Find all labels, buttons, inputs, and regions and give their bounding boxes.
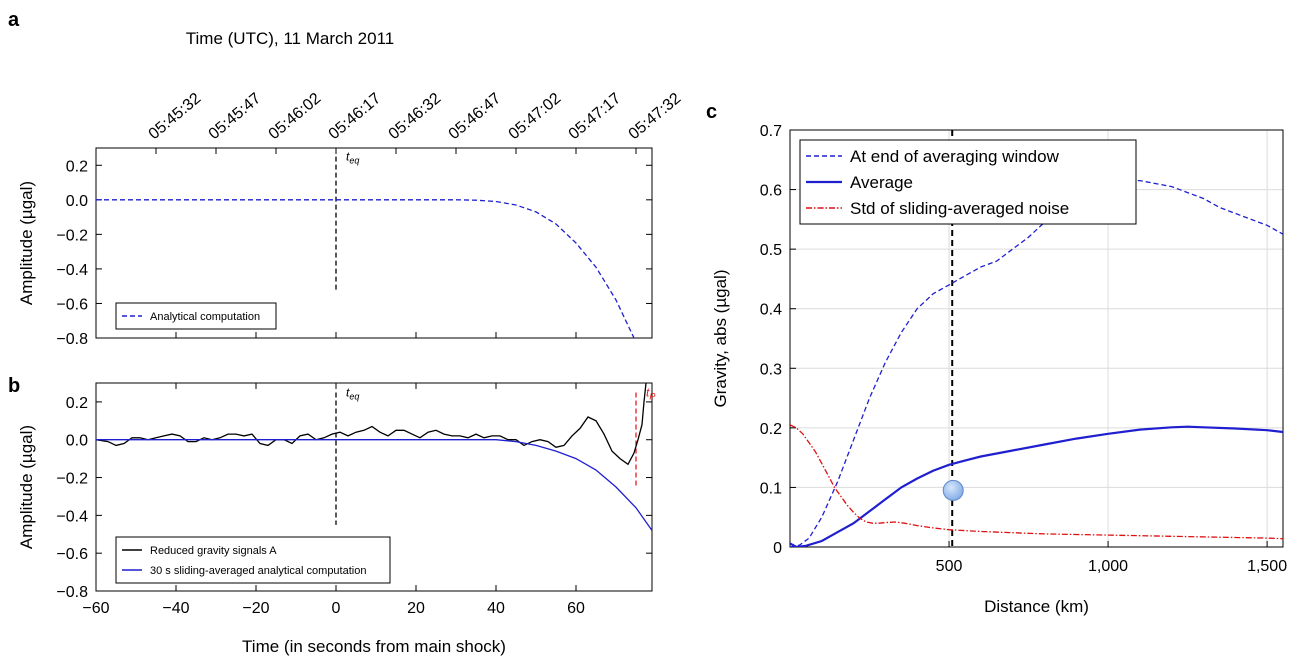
y-tick-label: 0.2 (66, 158, 88, 175)
y-tick-label: −0.8 (56, 331, 88, 348)
top-tick-label: 05:45:47 (206, 90, 265, 143)
y-axis-label-a: Amplitude (µgal) (17, 181, 36, 305)
y-tick-label: 0.0 (66, 193, 88, 210)
y-axis-label-c: Gravity, abs (µgal) (711, 270, 730, 408)
y-tick-label: −0.4 (56, 508, 88, 525)
y-tick-label: −0.2 (56, 471, 88, 488)
series-line-1 (96, 439, 652, 531)
y-tick-label: 0.3 (760, 361, 782, 378)
y-tick-label: 0.2 (760, 421, 782, 438)
event-marker-label-1: tP (646, 385, 655, 401)
top-tick-label: 05:47:32 (626, 90, 685, 143)
legend-box (115, 302, 277, 330)
y-tick-label: 0.1 (760, 480, 782, 497)
chart-c: 0 0.1 0.2 0.3 0.4 0.5 0.6 0.7 500 1,000 1,500 Gravi… (711, 123, 1287, 616)
x-tick-label: −60 (82, 600, 109, 617)
y-tick-label: −0.4 (56, 262, 88, 279)
panel-label-a: a (8, 9, 20, 31)
data-point (942, 479, 964, 501)
x-tick-label: 1,500 (1247, 558, 1287, 575)
legend-label: Average (850, 173, 913, 192)
y-tick-label: 0.5 (760, 242, 782, 259)
plot-frame-b (95, 382, 653, 592)
y-tick-label: 0.7 (760, 123, 782, 140)
legend-label: 30 s sliding-averaged analytical computa… (150, 565, 366, 577)
x-tick-label: 40 (487, 600, 505, 617)
top-axis-title: Time (UTC), 11 March 2011 (186, 29, 394, 48)
top-tick-label: 05:47:02 (506, 90, 565, 143)
plot-frame-c (789, 129, 1284, 548)
y-tick-label: 0 (773, 540, 782, 557)
x-tick-label: 1,000 (1088, 558, 1128, 575)
x-tick-label: 60 (567, 600, 585, 617)
y-tick-label: −0.8 (56, 584, 88, 601)
x-tick-label: 500 (936, 558, 963, 575)
series-line-0 (96, 199, 635, 338)
series-line-0 (96, 383, 647, 466)
plot-frame-a (95, 147, 653, 339)
panel-label-b: b (8, 375, 20, 397)
legend-label: Analytical computation (150, 311, 260, 323)
y-tick-label: 0.2 (66, 395, 88, 412)
panel-label-c: c (706, 101, 717, 123)
x-axis-label-b: Time (in seconds from main shock) (242, 637, 506, 656)
y-tick-label: −0.6 (56, 296, 88, 313)
legend-box (799, 139, 1137, 225)
chart-b: 0.2 0.0 −0.2 −0.4 −0.6 −0.8−60 −40 −20 0 20 40 60 Am… (17, 382, 655, 656)
y-tick-label: −0.6 (56, 546, 88, 563)
x-tick-label: 0 (332, 600, 341, 617)
x-axis-label-c: Distance (km) (984, 597, 1089, 616)
top-tick-label: 05:46:32 (386, 90, 445, 143)
series-line-2 (790, 424, 1283, 540)
top-tick-label: 05:46:02 (266, 90, 325, 143)
top-tick-label: 05:45:32 (146, 90, 205, 143)
top-tick-label: 05:46:47 (446, 90, 505, 143)
series-line-1 (790, 425, 1283, 547)
y-tick-label: 0.4 (760, 302, 782, 319)
y-tick-label: −0.2 (56, 227, 88, 244)
x-tick-label: 20 (407, 600, 425, 617)
legend-label: Std of sliding-averaged noise (850, 199, 1069, 218)
x-tick-label: −20 (242, 600, 269, 617)
x-tick-label: −40 (162, 600, 189, 617)
y-tick-label: 0.6 (760, 183, 782, 200)
top-tick-label: 05:46:17 (326, 90, 385, 143)
legend-box (115, 536, 391, 584)
series-line-0 (790, 179, 1283, 547)
legend-label: Reduced gravity signals A (150, 545, 277, 557)
y-axis-label-b: Amplitude (µgal) (17, 425, 36, 549)
legend-label: At end of averaging window (850, 147, 1060, 166)
chart-a: 0.2 0.0 −0.2 −0.4 −0.6 −0.8 Time (UTC), 11 Mar… (17, 29, 684, 348)
top-tick-label: 05:47:17 (566, 90, 625, 143)
event-marker-label-0: teq (346, 150, 359, 166)
y-tick-label: 0.0 (66, 433, 88, 450)
event-marker-label-0: teq (346, 385, 359, 401)
